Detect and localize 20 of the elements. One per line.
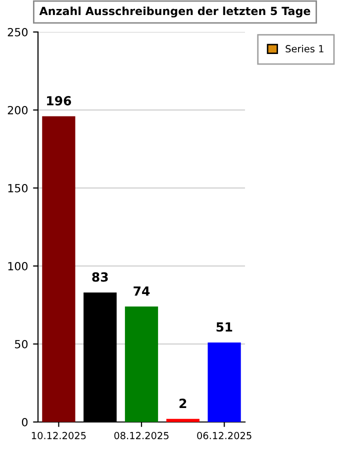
y-tick-label: 200 — [8, 106, 28, 114]
x-tick-label: 10.12.2025 — [32, 432, 86, 440]
y-tick-label: 50 — [14, 340, 28, 348]
bar — [42, 116, 76, 422]
data-label: 51 — [216, 322, 232, 332]
y-tick-label: 0 — [22, 418, 28, 426]
y-tick-label: 250 — [8, 28, 28, 36]
x-tick-label: 08.12.2025 — [114, 432, 168, 440]
bar — [208, 342, 241, 422]
data-label: 196 — [47, 96, 72, 106]
x-tick-label: 06.12.2025 — [197, 432, 252, 440]
bar — [124, 306, 158, 422]
chart-title: Anzahl Ausschreibungen der letzten 5 Tage — [39, 6, 310, 18]
data-label: 74 — [134, 286, 150, 296]
data-label: 83 — [92, 272, 108, 282]
y-tick-label: 150 — [8, 184, 28, 192]
y-tick-label: 100 — [8, 262, 28, 270]
bar — [166, 418, 200, 422]
data-label: 2 — [180, 398, 186, 408]
text: Series 1 — [286, 44, 324, 52]
